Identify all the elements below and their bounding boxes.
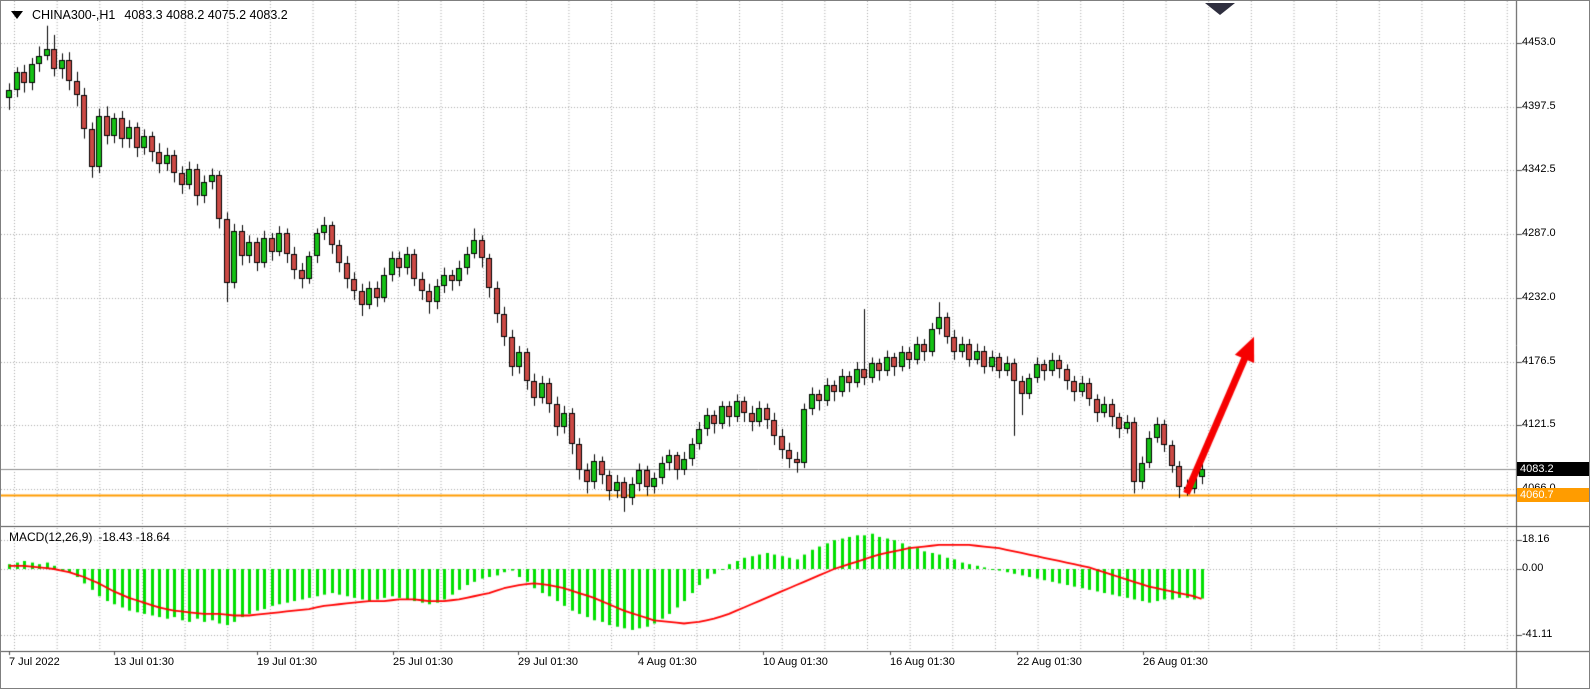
price-axis-label: 4453.0: [1522, 36, 1556, 48]
price-axis-label: 4397.5: [1522, 100, 1556, 112]
symbol-dropdown-icon[interactable]: [11, 11, 23, 19]
price-axis[interactable]: [1517, 1, 1589, 526]
price-axis-label: 4342.5: [1522, 163, 1556, 175]
ohlc-values: 4083.3 4088.2 4075.2 4083.2: [124, 8, 288, 22]
time-axis-label: 26 Aug 01:30: [1143, 656, 1208, 668]
time-axis-label: 29 Jul 01:30: [518, 656, 578, 668]
time-axis[interactable]: [1, 651, 1516, 679]
price-axis-label: 4121.5: [1522, 418, 1556, 430]
time-axis-label: 13 Jul 01:30: [114, 656, 174, 668]
time-axis-label: 10 Aug 01:30: [763, 656, 828, 668]
macd-values: -18.43 -18.64: [98, 530, 170, 544]
price-axis-label: 4176.5: [1522, 355, 1556, 367]
time-axis-label: 25 Jul 01:30: [393, 656, 453, 668]
time-axis-label: 7 Jul 2022: [9, 656, 60, 668]
time-axis-label: 19 Jul 01:30: [257, 656, 317, 668]
macd-axis-label: 0.00: [1522, 562, 1544, 574]
orange-line-price-badge: 4060.7: [1517, 488, 1589, 502]
current-price-badge: 4083.2: [1517, 462, 1589, 476]
price-axis-label: 4287.0: [1522, 227, 1556, 239]
macd-header: MACD(12,26,9) -18.43 -18.64: [9, 530, 176, 544]
macd-axis-label: 18.16: [1522, 533, 1550, 545]
symbol-header: CHINA300-,H1 4083.3 4088.2 4075.2 4083.2: [11, 8, 288, 22]
time-axis-label: 4 Aug 01:30: [638, 656, 697, 668]
macd-axis-label: -41.11: [1522, 628, 1553, 640]
price-axis-label: 4232.0: [1522, 291, 1556, 303]
macd-label: MACD(12,26,9): [9, 530, 93, 544]
time-axis-label: 16 Aug 01:30: [890, 656, 955, 668]
symbol-label: CHINA300-,H1: [32, 8, 116, 22]
chart-shift-marker-icon[interactable]: [1205, 3, 1235, 15]
time-axis-label: 22 Aug 01:30: [1017, 656, 1082, 668]
